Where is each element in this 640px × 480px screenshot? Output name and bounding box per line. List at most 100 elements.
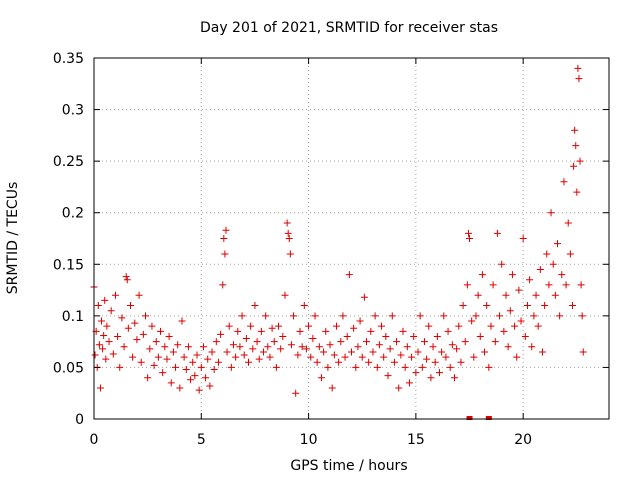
data-point [481,348,489,356]
data-point [401,363,409,371]
x-tick-label: 10 [300,432,318,448]
data-point [281,291,289,299]
data-point [485,363,493,371]
data-point [279,332,287,340]
data-point [496,312,504,320]
data-point [313,358,321,366]
data-point [577,281,585,289]
data-point [210,365,218,373]
data-point [468,317,476,325]
data-point [135,291,143,299]
data-point [350,324,358,332]
data-point [405,379,413,387]
data-point [380,353,388,361]
data-point [455,322,463,330]
data-point [204,355,212,363]
data-point [578,312,586,320]
data-point [367,327,375,335]
data-point [144,374,152,382]
data-point [238,312,246,320]
data-point [558,271,566,279]
data-point [500,327,508,335]
data-point [290,312,298,320]
data-point [182,365,190,373]
data-point [442,353,450,361]
y-axis-title: SRMTID / TECUs [5,182,21,295]
data-point [365,358,373,366]
data-point [576,157,584,165]
data-point [378,322,386,330]
data-point [328,384,336,392]
data-point [212,338,220,346]
data-point [249,345,257,353]
data-point [453,345,461,353]
data-point [386,345,394,353]
data-point [491,338,499,346]
data-point [275,322,283,330]
data-point [234,327,242,335]
axis-ticks: 0 0.05 0.1 0.15 0.2 0.25 0.3 0.35 0 5 10 15 20 [53,51,609,448]
data-point [530,312,538,320]
data-point [298,343,306,351]
data-point [270,338,278,346]
data-point [363,338,371,346]
data-point [382,332,390,340]
data-point [425,322,433,330]
data-point [534,322,542,330]
zero-marker [485,416,492,420]
data-point [302,345,310,353]
data-point [133,336,141,344]
data-point [139,330,147,338]
data-point [94,302,102,310]
grid-lines [94,58,609,419]
data-point [451,374,458,382]
data-point [118,314,126,322]
data-point [463,281,471,289]
data-point [123,276,131,284]
data-point [296,327,304,335]
data-point [416,312,424,320]
data-point [242,335,250,343]
y-tick-label: 0.05 [53,360,84,376]
data-point [566,250,574,258]
data-point [433,332,441,340]
data-point [339,312,347,320]
data-point [197,363,205,371]
data-point [521,332,529,340]
data-point [184,343,192,351]
x-axis-title: GPS time / hours [290,458,407,474]
data-point [311,312,319,320]
data-point [255,355,263,363]
data-point [283,219,291,227]
data-point [199,343,207,351]
data-point [360,293,368,301]
data-point [266,353,274,361]
data-point [96,384,104,392]
data-point [257,327,265,335]
data-point [489,281,497,289]
y-tick-label: 0 [75,412,84,428]
x-tick-label: 5 [197,432,206,448]
data-point [159,369,167,377]
data-point [202,374,210,382]
y-tick-label: 0.3 [62,103,84,119]
data-point [146,345,154,353]
data-point [268,324,276,332]
data-point [388,312,396,320]
data-point [236,343,244,351]
data-point [564,219,572,227]
data-point [324,363,332,371]
y-tick-label: 0.15 [53,257,84,273]
chart-title: Day 201 of 2021, SRMTID for receiver sta… [200,20,498,36]
data-point [390,358,398,366]
data-point [511,322,519,330]
data-point [223,348,231,356]
data-point [317,374,325,382]
data-point [176,384,184,392]
data-point [285,235,293,242]
data-point [427,374,435,382]
data-point [446,363,454,371]
data-point [369,348,377,356]
data-point [315,343,323,351]
